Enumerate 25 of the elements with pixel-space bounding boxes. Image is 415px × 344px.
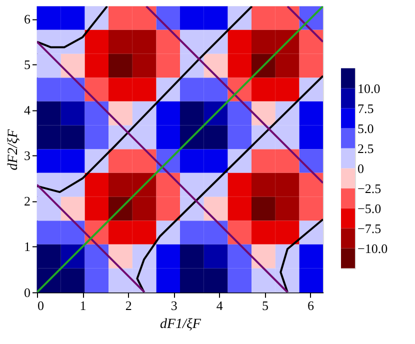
x-tick-label: 6: [308, 298, 314, 313]
color-bar-label: 10.0: [358, 80, 380, 96]
y-tick-label: 3: [24, 148, 30, 164]
color-bar-label: −10.0: [358, 240, 388, 256]
x-axis-title: dF1/ξF: [160, 316, 202, 332]
x-tick-label: 0: [38, 298, 44, 313]
x-tick-label: 2: [125, 298, 132, 313]
y-tick-label: 1: [24, 239, 30, 254]
y-axis-title: dF2/ξF: [6, 128, 21, 170]
y-tick-label: 6: [24, 12, 31, 26]
color-bar-label: −5.0: [358, 200, 382, 216]
y-tick-label: 2: [24, 194, 30, 209]
y-tick-label: 4: [24, 102, 31, 118]
color-bar-label: 2.5: [358, 140, 374, 156]
color-bar-label: 5.0: [358, 120, 374, 136]
color-bar-label: −7.5: [358, 220, 382, 236]
x-tick-label: 1: [80, 298, 86, 313]
y-tick-label: 5: [24, 57, 30, 72]
color-bar-label: 0: [358, 160, 364, 176]
y-tick-label: 0: [24, 284, 30, 300]
color-bar-label: −2.5: [358, 180, 382, 196]
x-tick-label: 5: [262, 298, 268, 313]
color-bar-label: 7.5: [358, 100, 374, 116]
x-tick-label: 4: [216, 298, 224, 313]
x-tick-label: 3: [170, 298, 178, 313]
